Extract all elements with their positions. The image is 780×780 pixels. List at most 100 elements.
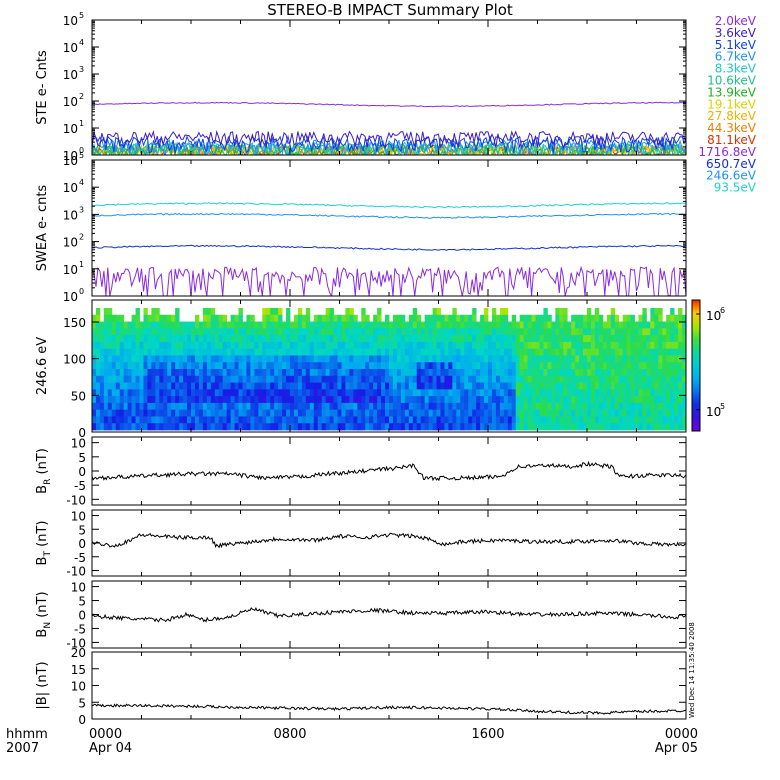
heatmap-cell xyxy=(361,328,366,336)
heatmap-cell xyxy=(282,321,287,329)
heatmap-cell xyxy=(183,409,188,417)
heatmap-cell xyxy=(606,389,612,397)
heatmap-cell xyxy=(622,314,627,322)
heatmap-cell xyxy=(571,341,576,350)
heatmap-cell xyxy=(194,369,200,377)
heatmap-cell xyxy=(297,321,303,329)
heatmap-cell xyxy=(563,389,568,397)
heatmap-cell xyxy=(95,416,101,424)
heatmap-cell xyxy=(111,355,117,363)
heatmap-cell xyxy=(531,314,536,322)
heatmap-cell xyxy=(115,402,121,411)
heatmap-cell xyxy=(396,341,402,350)
heatmap-cell xyxy=(278,314,283,322)
heatmap-cell xyxy=(115,355,121,363)
panel-5-ytick-label: 5 xyxy=(78,595,86,609)
legend-1716.8eV: 1716.8eV xyxy=(698,145,756,159)
heatmap-cell xyxy=(373,409,378,417)
heatmap-cell xyxy=(123,341,129,350)
heatmap-cell xyxy=(654,362,659,370)
heatmap-cell xyxy=(400,369,406,377)
heatmap-cell xyxy=(218,355,224,363)
heatmap-cell xyxy=(480,409,485,417)
heatmap-cell xyxy=(602,402,608,411)
heatmap-cell xyxy=(436,321,441,329)
heatmap-cell xyxy=(515,382,521,390)
heatmap-cell xyxy=(95,308,101,316)
cbtick-base: 10 xyxy=(706,405,721,419)
heatmap-cell xyxy=(329,396,334,404)
heatmap-cell xyxy=(602,341,608,350)
heatmap-cell xyxy=(254,375,259,383)
heatmap-cell xyxy=(662,335,667,343)
heatmap-cell xyxy=(444,402,449,411)
heatmap-cell xyxy=(159,321,164,329)
heatmap-cell xyxy=(95,335,101,343)
heatmap-cell xyxy=(626,328,631,336)
heatmap-cell xyxy=(179,402,184,411)
heatmap-cell xyxy=(214,348,220,356)
heatmap-cell xyxy=(650,369,655,377)
heatmap-cell xyxy=(428,314,433,322)
heatmap-cell xyxy=(230,389,235,397)
heatmap-cell xyxy=(499,382,505,390)
heatmap-cell xyxy=(610,396,616,404)
heatmap-cell xyxy=(606,314,612,322)
heatmap-cell xyxy=(404,416,410,424)
heatmap-cell xyxy=(329,369,334,377)
heatmap-cell xyxy=(555,402,560,411)
heatmap-cell xyxy=(424,362,429,370)
heatmap-cell xyxy=(242,409,247,417)
heatmap-cell xyxy=(353,362,358,370)
panel-0-ytick-label: 10 5 xyxy=(63,11,84,28)
heatmap-cell xyxy=(389,362,394,370)
colorbar-tick-label: 106 xyxy=(706,306,725,323)
heatmap-cell xyxy=(559,348,564,356)
heatmap-cell xyxy=(163,389,168,397)
heatmap-cell xyxy=(412,328,418,336)
legend-19.1keV: 19.1keV xyxy=(707,97,757,111)
heatmap-cell xyxy=(646,382,651,390)
heatmap-cell xyxy=(575,348,580,356)
heatmap-cell xyxy=(175,382,180,390)
heatmap-cell xyxy=(563,423,568,431)
heatmap-cell xyxy=(309,348,315,356)
heatmap-cell xyxy=(175,355,180,363)
heatmap-cell xyxy=(234,314,239,322)
heatmap-cell xyxy=(575,321,580,329)
heatmap-cell xyxy=(396,423,402,431)
heatmap-cell xyxy=(432,375,437,383)
heatmap-cell xyxy=(444,314,449,322)
heatmap-cell xyxy=(92,409,97,417)
heatmap-cell xyxy=(293,409,299,417)
heatmap-cell xyxy=(373,369,378,377)
heatmap-cell xyxy=(539,409,544,417)
heatmap-cell xyxy=(484,362,489,370)
heatmap-cell xyxy=(583,396,588,404)
heatmap-cell xyxy=(222,355,228,363)
heatmap-cell xyxy=(111,369,117,377)
heatmap-cell xyxy=(630,355,635,363)
heatmap-cell xyxy=(218,362,224,370)
heatmap-cell xyxy=(392,389,398,397)
heatmap-cell xyxy=(436,423,441,431)
heatmap-cell xyxy=(389,321,394,329)
heatmap-cell xyxy=(270,369,275,377)
heatmap-cell xyxy=(646,423,651,431)
heatmap-cell xyxy=(270,321,275,329)
heatmap-cell xyxy=(392,335,398,343)
heatmap-cell xyxy=(278,308,283,316)
heatmap-cell xyxy=(396,355,402,363)
heatmap-cell xyxy=(381,402,386,411)
heatmap-cell xyxy=(559,409,564,417)
ylabel-main: STE e- Cnts xyxy=(35,50,50,125)
heatmap-cell xyxy=(210,355,216,363)
heatmap-cell xyxy=(416,369,422,377)
heatmap-cell xyxy=(472,348,477,356)
heatmap-cell xyxy=(234,335,239,343)
heatmap-cell xyxy=(167,416,172,424)
heatmap-cell xyxy=(214,375,220,383)
heatmap-cell xyxy=(103,369,109,377)
panel-2-ylabel: 246.6 eV xyxy=(35,337,50,395)
heatmap-cell xyxy=(381,321,386,329)
